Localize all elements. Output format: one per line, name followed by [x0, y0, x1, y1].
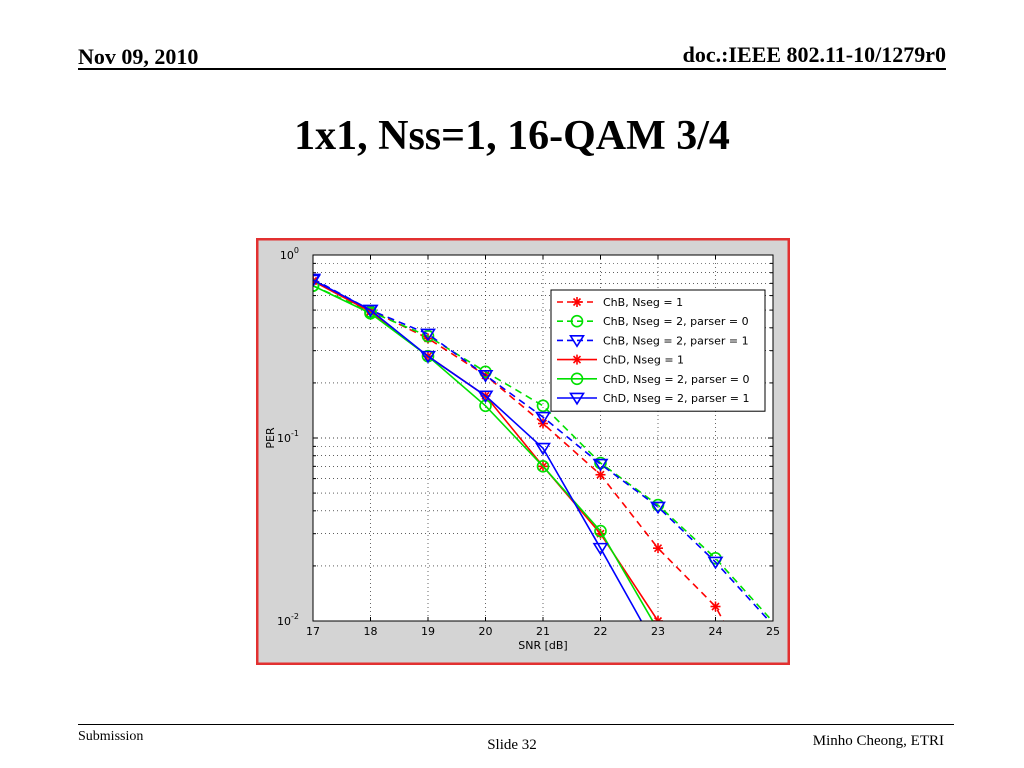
plot-border: [312, 254, 774, 622]
legend-label: ChD, Nseg = 2, parser = 0: [603, 373, 750, 386]
legend-entry: ChD, Nseg = 2, parser = 1: [557, 392, 750, 406]
footer-author: Minho Cheong, ETRI: [812, 733, 944, 749]
series-line: [313, 284, 654, 621]
series-5: [313, 279, 654, 621]
per-chart: 17 18 19 20 21 22 23 24 25 100 10-1 10-2 ChB, Nseg …: [255, 237, 791, 666]
legend-entry: ChD, Nseg = 2, parser = 0: [557, 372, 750, 386]
marker-triangle: [592, 458, 609, 472]
x-tick-label: 21: [536, 625, 550, 638]
x-tick-label: 19: [421, 625, 435, 638]
marker-circle: [421, 329, 435, 343]
chart-container: 17 18 19 20 21 22 23 24 25 100 10-1 10-2 ChB, Nseg …: [255, 237, 791, 666]
legend-box: [550, 289, 766, 412]
footer-submission: Submission: [78, 729, 144, 744]
legend: ChB, Nseg = 1 ChB, Nseg = 2, parser = 0 Ch…: [550, 289, 766, 412]
legend-label: ChB, Nseg = 2, parser = 1: [603, 334, 749, 347]
legend-label: ChD, Nseg = 1: [603, 354, 684, 367]
series-line: [313, 279, 643, 621]
slide-title: 1x1, Nss=1, 16-QAM 3/4: [294, 113, 730, 159]
marker-star-stroke: [653, 544, 663, 553]
marker-triangle: [650, 501, 666, 515]
marker-star: [572, 297, 582, 307]
marker-star: [653, 543, 663, 554]
marker-triangle: [569, 335, 585, 348]
x-tick-label: 25: [766, 625, 780, 638]
marker-circle: [536, 399, 550, 413]
marker-circle: [313, 279, 320, 292]
y-tick-label: 10-1: [277, 429, 299, 445]
x-tick-label: 23: [651, 625, 665, 638]
legend-entry: ChB, Nseg = 1: [557, 296, 683, 309]
series-line: [313, 280, 725, 621]
marker-circle: [594, 524, 607, 538]
header-doc-id: doc.:IEEE 802.11-10/1279r0: [682, 42, 946, 67]
marker-triangle: [420, 350, 436, 364]
marker-star: [653, 616, 663, 621]
series-6: [313, 274, 643, 621]
y-tick-label: 100: [280, 246, 299, 262]
marker-star-stroke: [366, 307, 375, 316]
marker-triangle: [420, 328, 436, 342]
marker-circle: [570, 314, 584, 328]
header-date: Nov 09, 2010: [78, 44, 199, 69]
marker-star: [572, 354, 582, 365]
marker-star-stroke: [656, 616, 663, 621]
marker-triangle: [707, 556, 724, 570]
header-rule: [78, 68, 946, 70]
marker-star-stroke: [596, 470, 605, 479]
marker-triangle: [535, 442, 551, 456]
marker-triangle: [569, 392, 585, 406]
marker-circle: [570, 372, 584, 386]
marker-star-stroke: [313, 277, 318, 283]
marker-star-stroke: [653, 616, 660, 621]
legend-label: ChD, Nseg = 2, parser = 1: [603, 392, 750, 405]
marker-star: [710, 601, 721, 612]
marker-triangle: [313, 274, 321, 288]
y-axis-label: PER: [264, 427, 277, 449]
legend-entry: ChB, Nseg = 2, parser = 0: [557, 314, 749, 328]
x-axis-label: SNR [dB]: [518, 639, 567, 652]
x-tick-label: 18: [364, 625, 378, 638]
axis-ticks: 17 18 19 20 21 22 23 24 25 100 10-1 10-2: [277, 246, 780, 638]
marker-triangle: [477, 369, 494, 383]
marker-triangle: [535, 411, 551, 425]
series-line: [313, 278, 771, 621]
marker-circle: [536, 460, 550, 473]
legend-entry: ChB, Nseg = 2, parser = 1: [557, 334, 749, 348]
series-layer: [313, 273, 773, 621]
marker-triangle: [362, 304, 379, 318]
x-tick-label: 22: [594, 625, 608, 638]
marker-star-stroke: [711, 602, 720, 611]
legend-label: ChB, Nseg = 1: [603, 296, 683, 309]
legend-label: ChB, Nseg = 2, parser = 0: [603, 315, 749, 328]
x-tick-label: 17: [306, 625, 320, 638]
legend-entry: ChD, Nseg = 1: [557, 354, 684, 367]
marker-circle: [364, 307, 377, 320]
marker-star-stroke: [572, 355, 582, 364]
x-tick-label: 20: [479, 625, 493, 638]
y-tick-label: 10-2: [277, 612, 299, 628]
marker-triangle: [477, 390, 494, 404]
marker-triangle: [592, 542, 609, 556]
footer-rule: [78, 724, 954, 725]
x-tick-label: 24: [709, 625, 723, 638]
marker-star-stroke: [572, 297, 582, 307]
footer-slide-number: Slide 32: [487, 737, 537, 753]
